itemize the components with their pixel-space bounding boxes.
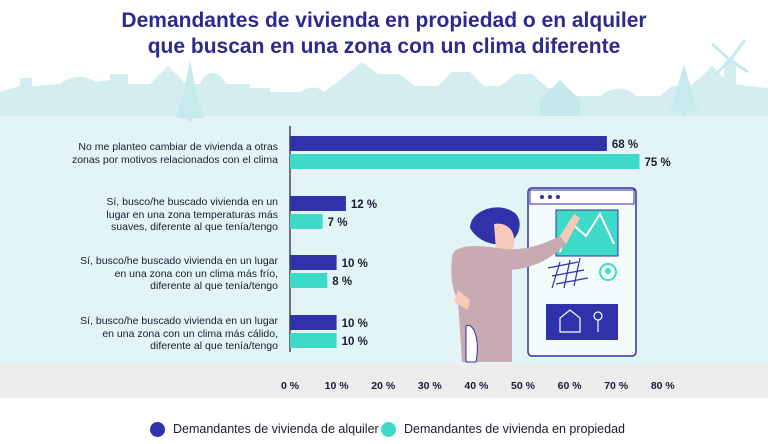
value-label-propiedad-1: 7 % [328, 217, 348, 229]
value-label-alquiler-2: 10 % [342, 258, 368, 270]
x-tick-label: 40 % [464, 380, 489, 392]
tree-illustration-right [670, 64, 698, 116]
category-label-milder: Sí, busco/he buscado vivienda en un luga… [42, 196, 278, 234]
value-label-propiedad-0: 75 % [645, 157, 671, 169]
category-label-line: No me planteo cambiar de vivienda a otra… [78, 141, 278, 153]
value-label-alquiler-1: 12 % [351, 199, 377, 211]
person-illustration [451, 207, 580, 363]
category-label-line: Sí, busco/he buscado vivienda en un [106, 196, 278, 208]
category-label-colder: Sí, busco/he buscado vivienda en un luga… [42, 255, 278, 293]
legend-item-propiedad: Demandantes de vivienda en propiedad [381, 418, 625, 440]
value-label-propiedad-3: 10 % [342, 336, 368, 348]
bar-alquiler-1 [290, 196, 346, 211]
chart-title-line-2: que buscan en una zona con un clima dife… [147, 35, 621, 58]
bar-alquiler-2 [290, 255, 337, 270]
x-tick-label: 0 % [281, 380, 300, 392]
category-label-line: zonas por motivos relacionados con el cl… [71, 153, 278, 166]
category-label-line: en una zona con un clima más cálido, [102, 327, 278, 340]
house-outline [540, 80, 580, 118]
x-tick-label: 60 % [558, 380, 583, 392]
category-label-line: diferente al que tenía/tengo [150, 280, 278, 292]
x-tick-label: 30 % [418, 380, 443, 392]
category-label-line: lugar en una zona temperaturas más [106, 208, 278, 221]
value-label-propiedad-2: 8 % [332, 276, 352, 288]
x-tick-label: 80 % [651, 380, 676, 392]
legend-swatch-propiedad [381, 421, 396, 437]
category-label-line: diferente al que tenía/tengo [150, 340, 278, 352]
chart-title-line-1: Demandantes de vivienda en propiedad o e… [121, 9, 647, 32]
map-board-illustration [527, 187, 637, 357]
bar-alquiler-3 [290, 315, 337, 330]
tree-illustration [176, 60, 204, 122]
category-label-warmer: Sí, busco/he buscado vivienda en un luga… [42, 315, 278, 353]
legend-label-propiedad: Demandantes de vivienda en propiedad [404, 422, 625, 436]
bar-propiedad-0 [290, 154, 640, 169]
x-tick-label: 10 % [325, 380, 350, 392]
bar-propiedad-2 [290, 273, 328, 288]
category-label-line: suaves, diferente al que tenía/tengo [111, 221, 278, 233]
category-label-no-change: No me planteo cambiar de vivienda a otra… [42, 141, 278, 166]
value-label-alquiler-3: 10 % [342, 318, 368, 330]
bar-propiedad-3 [290, 333, 337, 348]
x-tick-label: 70 % [604, 380, 629, 392]
windmill-illustration [711, 39, 749, 78]
axis-band [0, 364, 768, 398]
bar-alquiler-0 [290, 136, 607, 151]
legend-item-alquiler: Demandantes de vivienda de alquiler [150, 418, 379, 440]
value-label-alquiler-0: 68 % [612, 139, 638, 151]
category-label-line: en una zona con un clima más frío, [114, 267, 278, 280]
legend-label-alquiler: Demandantes de vivienda de alquiler [173, 422, 379, 436]
x-tick-label: 50 % [511, 380, 536, 392]
legend-swatch-alquiler [150, 421, 165, 437]
category-label-line: Sí, busco/he buscado vivienda en un luga… [80, 255, 278, 267]
category-label-line: Sí, busco/he buscado vivienda en un luga… [80, 315, 278, 327]
bar-propiedad-1 [290, 214, 323, 229]
x-tick-label: 20 % [371, 380, 396, 392]
